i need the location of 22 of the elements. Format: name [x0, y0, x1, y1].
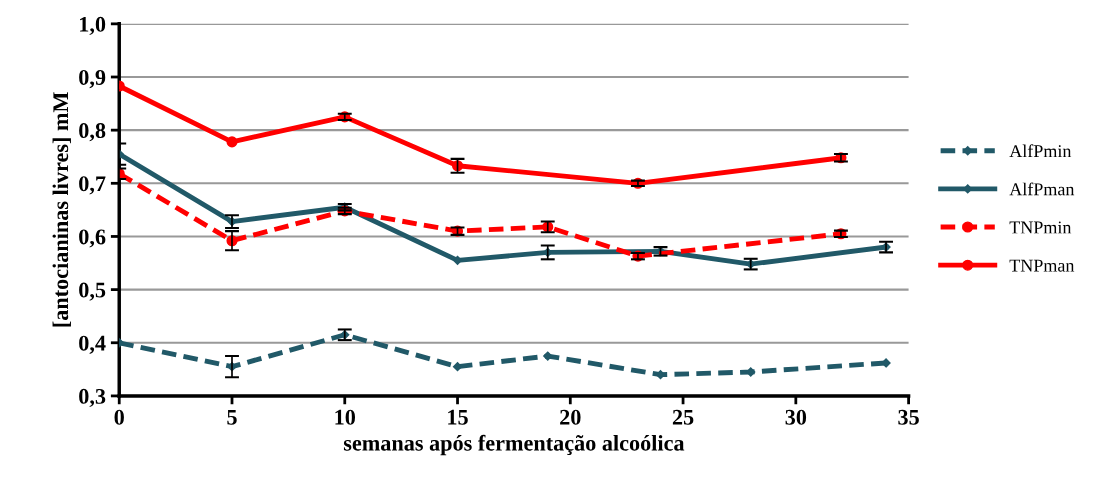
y-tick-label: 0,4: [79, 335, 106, 354]
x-tick-label: 25: [672, 409, 694, 425]
x-axis-title: semanas após fermentação alcoólica: [343, 434, 685, 456]
y-axis-title: [antocianinas livres] mM: [52, 92, 71, 327]
y-tick-label: 0,5: [79, 282, 106, 301]
y-tick-label: 0,8: [79, 123, 106, 142]
y-tick-label: 1,0: [80, 16, 106, 35]
y-tick-label: 0,3: [79, 388, 106, 408]
x-tick-label: 5: [227, 409, 237, 425]
x-tick-label: 15: [448, 409, 468, 425]
x-tick-label: 0: [114, 409, 124, 425]
x-tick-label: 35: [898, 409, 919, 425]
legend-label: AlfPman: [1009, 182, 1075, 196]
x-tick-label: 30: [785, 409, 807, 425]
x-tick-label: 10: [335, 409, 356, 425]
legend-label: AlfPmin: [1009, 144, 1072, 158]
y-tick-label: 0,6: [79, 229, 106, 248]
x-tick-label: 20: [560, 409, 581, 425]
legend-label: TNPmin: [1009, 221, 1072, 234]
y-tick-label: 0,7: [79, 176, 106, 195]
legend-label: TNPman: [1009, 259, 1075, 272]
y-tick-label: 0,9: [79, 69, 106, 89]
